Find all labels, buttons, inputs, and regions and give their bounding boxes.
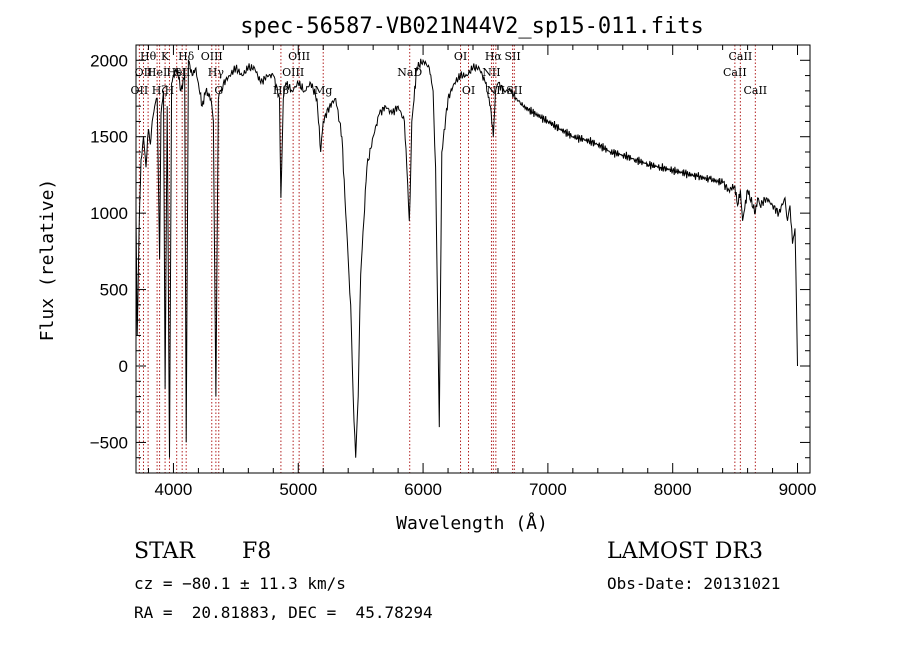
line-label: H: [165, 84, 175, 97]
x-tick-label: 9000: [779, 480, 817, 499]
x-tick-label: 7000: [529, 480, 567, 499]
redshift-cz: cz = −80.1 ± 11.3 km/s: [134, 574, 346, 593]
y-tick-label: 0: [119, 357, 128, 376]
obs-date: Obs-Date: 20131021: [607, 574, 781, 593]
line-label: OIII: [201, 50, 223, 63]
y-tick-label: 500: [100, 281, 128, 300]
line-label: OI: [454, 50, 467, 63]
line-label: OI: [462, 84, 475, 97]
survey-name: LAMOST DR3: [607, 539, 763, 564]
ra-dec: RA = 20.81883, DEC = 45.78294: [134, 603, 433, 622]
line-label: HeI: [147, 66, 167, 79]
line-label: CaII: [743, 84, 767, 97]
x-axis-label: Wavelength (Å): [396, 512, 548, 534]
y-tick-label: 1500: [90, 128, 128, 147]
spectrum-line: [136, 58, 798, 458]
line-label: CaII: [723, 66, 747, 79]
axes: 4000 5000 6000 7000 8000 9000 −500 0 500 1000 1500…: [90, 44, 817, 499]
line-label: Mg: [314, 84, 332, 97]
line-label: Hδ: [178, 50, 195, 63]
y-tick-label: 1000: [90, 204, 128, 223]
y-tick-label: −500: [90, 433, 128, 452]
x-tick-label: 8000: [654, 480, 692, 499]
line-label: CaII: [729, 50, 753, 63]
subclass: F8: [242, 539, 272, 564]
chart-title: spec-56587-VB021N44V2_sp15-011.fits: [240, 14, 704, 39]
object-class: STAR: [134, 539, 195, 564]
line-label: SII: [506, 84, 522, 97]
x-tick-label: 4000: [155, 480, 193, 499]
line-label: OIII: [288, 50, 310, 63]
line-label: K: [161, 50, 170, 63]
line-label: OIII: [282, 66, 304, 79]
x-tick-label: 5000: [279, 480, 317, 499]
line-label: Hθ: [140, 50, 157, 63]
line-label: Hα: [485, 50, 503, 63]
line-label: Hγ: [208, 66, 225, 79]
y-tick-label: 2000: [90, 51, 128, 70]
spectrum-series: [136, 58, 798, 458]
line-label: NaD: [397, 66, 422, 79]
plot-frame: [135, 44, 811, 474]
x-tick-label: 6000: [404, 480, 442, 499]
line-label: NII: [482, 66, 500, 79]
y-axis-label: Flux (relative): [37, 179, 58, 342]
line-label: SII: [504, 50, 520, 63]
line-label: G: [214, 84, 223, 97]
